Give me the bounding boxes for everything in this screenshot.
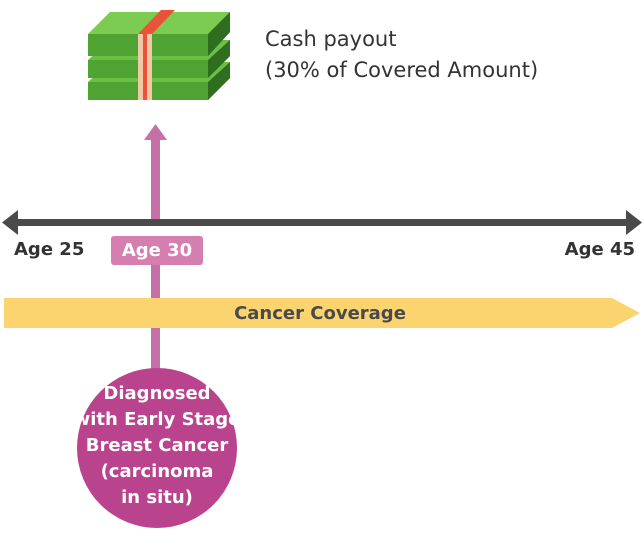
event-label: Age 30 bbox=[122, 240, 192, 261]
timeline-axis bbox=[2, 210, 642, 235]
payout-arrow bbox=[151, 138, 160, 223]
start-label: Age 25 bbox=[14, 239, 84, 260]
diagnosis-line: Diagnosed bbox=[103, 383, 210, 404]
payout-arrow-head bbox=[144, 124, 167, 140]
diagram: Cash payout (30% of Covered Amount) Age … bbox=[0, 0, 644, 535]
money-icon bbox=[88, 10, 230, 100]
coverage-label: Cancer Coverage bbox=[234, 303, 406, 324]
diagnosis-line: in situ) bbox=[121, 487, 193, 508]
diagnosis-line: Breast Cancer bbox=[86, 435, 229, 456]
payout-line: (30% of Covered Amount) bbox=[265, 58, 538, 82]
diagnosis-line: with Early Stage bbox=[74, 409, 241, 430]
payout-line: Cash payout bbox=[265, 27, 396, 51]
end-label: Age 45 bbox=[565, 239, 635, 260]
diagnosis-line: (carcinoma bbox=[101, 461, 214, 482]
